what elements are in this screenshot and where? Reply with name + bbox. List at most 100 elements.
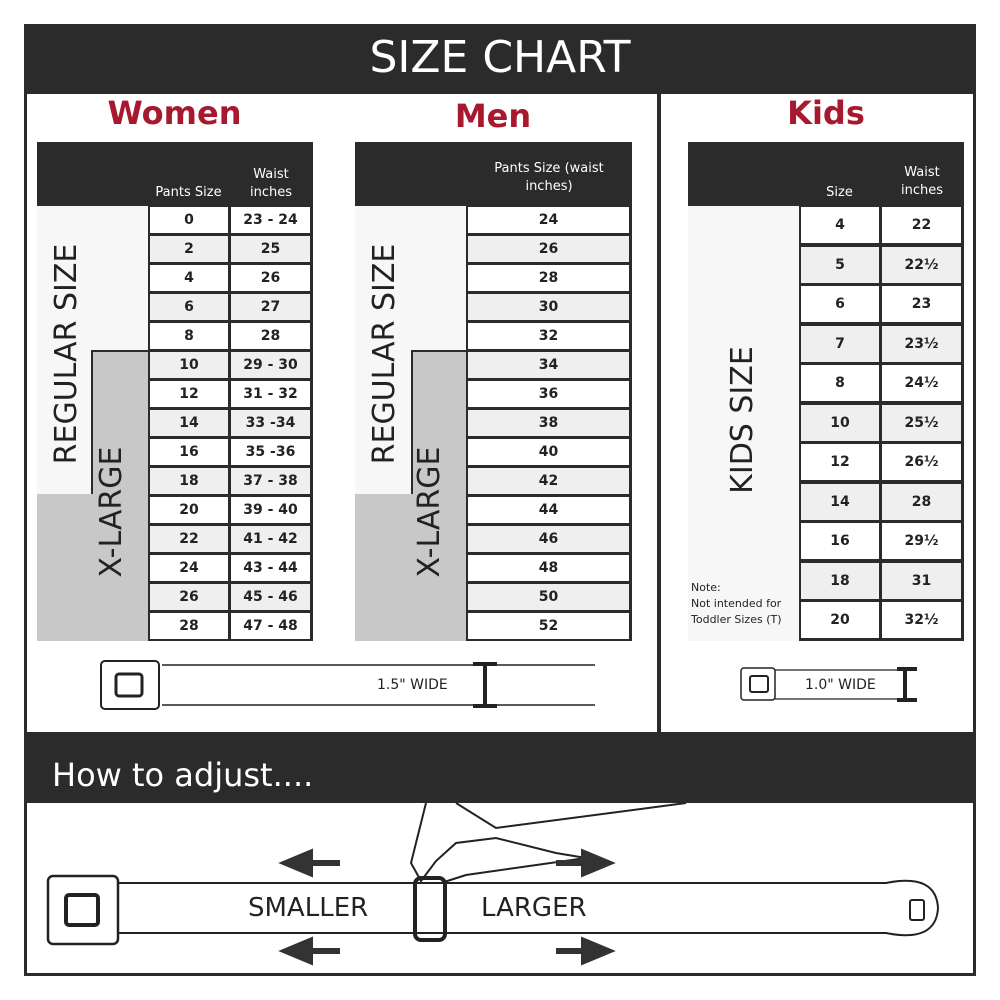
kids-waist-cell: 26½ (882, 444, 961, 480)
women-xlarge-label: X-LARGE (94, 446, 129, 578)
kids-size-cell: 5 (801, 246, 879, 283)
men-size-cell: 36 (468, 381, 629, 407)
men-size-cell: 44 (468, 497, 629, 523)
women-regular-label: REGULAR SIZE (49, 243, 84, 465)
kids-size-cell: 18 (801, 562, 879, 599)
kids-size-cell: 7 (801, 325, 879, 362)
smaller-label: SMALLER (248, 893, 369, 923)
women-waist-cell: 23 - 24 (231, 207, 310, 233)
men-size-cell: 28 (468, 265, 629, 291)
women-waist-cell: 31 - 32 (231, 381, 310, 407)
belt-icon (100, 660, 595, 710)
women-waist-cell: 39 - 40 (231, 497, 310, 523)
women-size-cell: 10 (150, 352, 228, 378)
kids-size-region (688, 206, 799, 641)
kids-note: Note: Not intended for Toddler Sizes (T) (691, 580, 799, 628)
kids-size-cell: 6 (801, 286, 879, 322)
women-xlarge-region (91, 350, 148, 494)
women-waist-cell: 29 - 30 (231, 352, 310, 378)
women-col-size: Pants Size (155, 185, 222, 200)
women-size-cell: 6 (150, 294, 228, 320)
larger-label: LARGER (481, 893, 587, 923)
men-size-cell: 40 (468, 439, 629, 465)
men-regular-label: REGULAR SIZE (367, 243, 402, 465)
belt-adjust-icon (46, 802, 940, 966)
kids-size-label: KIDS SIZE (725, 346, 760, 494)
women-waist-cell: 28 (231, 323, 310, 349)
women-waist-cell: 26 (231, 265, 310, 291)
women-size-cell: 2 (150, 236, 228, 262)
men-size-cell: 52 (468, 613, 629, 639)
men-xlarge-region-lower (355, 494, 466, 641)
women-waist-cell: 35 -36 (231, 439, 310, 465)
women-size-cell: 12 (150, 381, 228, 407)
belt-10-illustration: 1.0" WIDE (735, 665, 925, 705)
men-size-cell: 26 (468, 236, 629, 262)
kids-waist-cell: 24½ (882, 365, 961, 401)
kids-size-cell: 10 (801, 404, 879, 441)
men-size-cell: 42 (468, 468, 629, 494)
women-size-cell: 18 (150, 468, 228, 494)
kids-waist-cell: 31 (882, 562, 961, 599)
men-table: Pants Size (waist inches) REGULAR SIZE X… (355, 142, 632, 641)
adjust-heading: How to adjust.... (24, 732, 976, 803)
kids-col-size: Size (826, 185, 853, 200)
men-size-cell: 46 (468, 526, 629, 552)
men-size-cell: 50 (468, 584, 629, 610)
kids-table: Size Waist inches KIDS SIZE Note: Not int… (688, 142, 964, 641)
women-size-cell: 20 (150, 497, 228, 523)
kids-col-waist: Waist inches (900, 165, 943, 198)
men-xlarge-label: X-LARGE (412, 446, 447, 578)
men-size-cell: 38 (468, 410, 629, 436)
men-size-cell: 32 (468, 323, 629, 349)
kids-waist-cell: 32½ (882, 602, 961, 638)
women-size-cell: 14 (150, 410, 228, 436)
kids-waist-cell: 29½ (882, 523, 961, 559)
women-waist-cell: 33 -34 (231, 410, 310, 436)
women-waist-cell: 43 - 44 (231, 555, 310, 581)
women-waist-cell: 47 - 48 (231, 613, 310, 639)
kids-waist-cell: 25½ (882, 404, 961, 441)
women-size-cell: 0 (150, 207, 228, 233)
women-waist-cell: 45 - 46 (231, 584, 310, 610)
divider (657, 93, 661, 733)
kids-size-cell: 8 (801, 365, 879, 401)
kids-size-cell: 4 (801, 207, 879, 243)
women-waist-cell: 27 (231, 294, 310, 320)
belt-width-label: 1.5" WIDE (377, 677, 448, 693)
women-heading: Women (107, 94, 242, 132)
men-heading: Men (454, 97, 532, 135)
kids-size-cell: 20 (801, 602, 879, 638)
kids-waist-cell: 23½ (882, 325, 961, 362)
women-size-cell: 8 (150, 323, 228, 349)
men-col-size: Pants Size (waist inches) (494, 161, 604, 194)
women-col-waist: Waist inches (249, 167, 292, 200)
women-table: Pants Size Waist inches REGULAR SIZE X-L… (37, 142, 313, 641)
women-xlarge-region-lower (37, 494, 148, 641)
kids-size-cell: 14 (801, 483, 879, 520)
men-size-cell: 24 (468, 207, 629, 233)
belt-15-illustration: 1.5" WIDE (87, 660, 607, 710)
men-size-cell: 30 (468, 294, 629, 320)
adjust-illustration: SMALLER LARGER (26, 802, 974, 974)
men-xlarge-region (411, 350, 466, 494)
women-waist-cell: 41 - 42 (231, 526, 310, 552)
kids-waist-cell: 22½ (882, 246, 961, 283)
women-size-cell: 26 (150, 584, 228, 610)
men-size-cell: 48 (468, 555, 629, 581)
kids-waist-cell: 22 (882, 207, 961, 243)
kids-size-cell: 16 (801, 523, 879, 559)
note-title: Note: (691, 581, 721, 594)
men-size-cell: 34 (468, 352, 629, 378)
women-size-cell: 22 (150, 526, 228, 552)
kids-waist-cell: 28 (882, 483, 961, 520)
kids-waist-cell: 23 (882, 286, 961, 322)
kids-belt-width-label: 1.0" WIDE (805, 677, 876, 693)
women-size-cell: 4 (150, 265, 228, 291)
women-size-cell: 24 (150, 555, 228, 581)
page-title: SIZE CHART (24, 24, 976, 94)
kids-size-cell: 12 (801, 444, 879, 480)
note-text: Not intended for Toddler Sizes (T) (691, 597, 782, 626)
kids-heading: Kids (787, 94, 865, 132)
women-waist-cell: 25 (231, 236, 310, 262)
